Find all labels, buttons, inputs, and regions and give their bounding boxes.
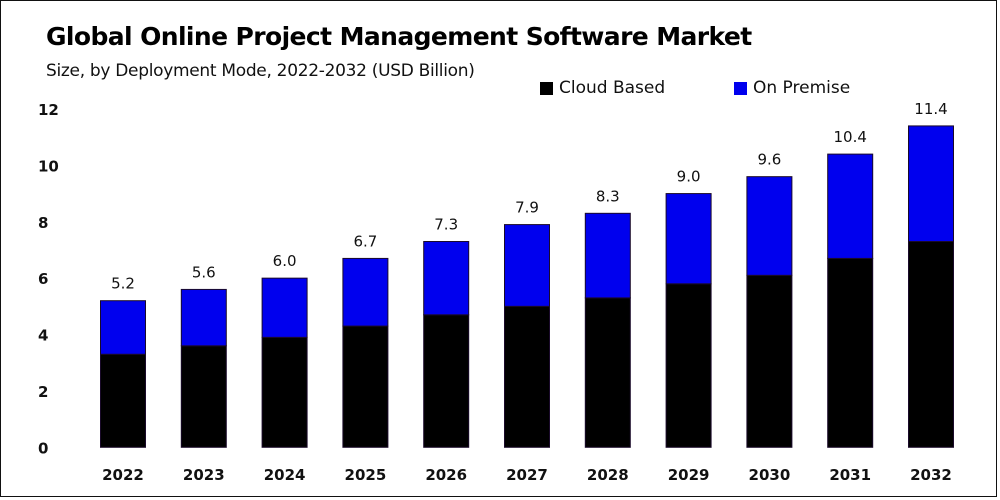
legend-swatch-on-premise xyxy=(734,81,747,95)
data-label: 7.9 xyxy=(515,199,539,217)
bar-segment-cloud-based xyxy=(827,257,874,448)
data-label: 8.3 xyxy=(596,187,620,205)
bar-segment-on-premise xyxy=(342,257,389,327)
chart-subtitle: Size, by Deployment Mode, 2022-2032 (USD… xyxy=(46,61,475,81)
data-label: 5.2 xyxy=(111,275,135,293)
x-tick-label: 2023 xyxy=(183,466,225,484)
bar-segment-on-premise xyxy=(180,288,227,347)
y-tick-label: 0 xyxy=(38,439,48,457)
data-label: 7.3 xyxy=(434,216,458,234)
bar-segment-on-premise xyxy=(746,176,793,276)
y-tick-label: 4 xyxy=(38,327,48,345)
x-tick-label: 2031 xyxy=(829,466,871,484)
bar-segment-on-premise xyxy=(504,224,550,307)
bar-segment-on-premise xyxy=(908,125,954,243)
x-tick-label: 2026 xyxy=(425,466,467,484)
data-label: 9.6 xyxy=(757,151,781,169)
bar-segment-on-premise xyxy=(261,277,308,338)
bar-segment-on-premise xyxy=(665,193,712,285)
data-label: 9.0 xyxy=(677,168,701,186)
legend-item-cloud-based: Cloud Based xyxy=(540,78,665,98)
bar-segment-cloud-based xyxy=(180,345,227,448)
x-tick-label: 2029 xyxy=(668,466,710,484)
bar-segment-on-premise xyxy=(100,300,146,355)
x-tick-label: 2022 xyxy=(102,466,144,484)
y-tick-label: 2 xyxy=(38,383,48,401)
data-label: 6.7 xyxy=(353,232,377,250)
y-tick-label: 8 xyxy=(38,214,48,232)
bar-segment-cloud-based xyxy=(261,336,308,448)
bar-segment-cloud-based xyxy=(665,283,712,448)
bar-segment-cloud-based xyxy=(908,241,954,448)
bar-segment-cloud-based xyxy=(746,274,793,448)
legend-label: On Premise xyxy=(753,78,851,98)
x-tick-label: 2030 xyxy=(749,466,791,484)
bar-segment-on-premise xyxy=(423,241,470,316)
bar-segment-cloud-based xyxy=(423,314,470,448)
bar-segment-on-premise xyxy=(827,153,874,259)
legend-label: Cloud Based xyxy=(559,78,666,98)
data-label: 10.4 xyxy=(833,128,866,146)
legend-swatch-cloud-based xyxy=(540,81,553,95)
x-tick-label: 2024 xyxy=(264,466,306,484)
y-tick-label: 10 xyxy=(38,157,59,175)
data-label: 5.6 xyxy=(192,263,216,281)
x-tick-label: 2027 xyxy=(506,466,548,484)
bar-segment-cloud-based xyxy=(342,325,389,448)
y-tick-label: 6 xyxy=(38,270,48,288)
y-tick-label: 12 xyxy=(38,101,59,119)
x-tick-label: 2028 xyxy=(587,466,629,484)
x-tick-label: 2025 xyxy=(345,466,387,484)
bar-segment-cloud-based xyxy=(100,353,146,448)
data-label: 6.0 xyxy=(273,252,297,270)
data-label: 11.4 xyxy=(914,100,947,118)
bar-segment-on-premise xyxy=(584,212,631,299)
x-tick-label: 2032 xyxy=(910,466,952,484)
legend-item-on-premise: On Premise xyxy=(734,78,850,98)
bar-segment-cloud-based xyxy=(584,297,631,448)
chart-title: Global Online Project Management Softwar… xyxy=(46,22,752,51)
bar-segment-cloud-based xyxy=(504,305,550,448)
